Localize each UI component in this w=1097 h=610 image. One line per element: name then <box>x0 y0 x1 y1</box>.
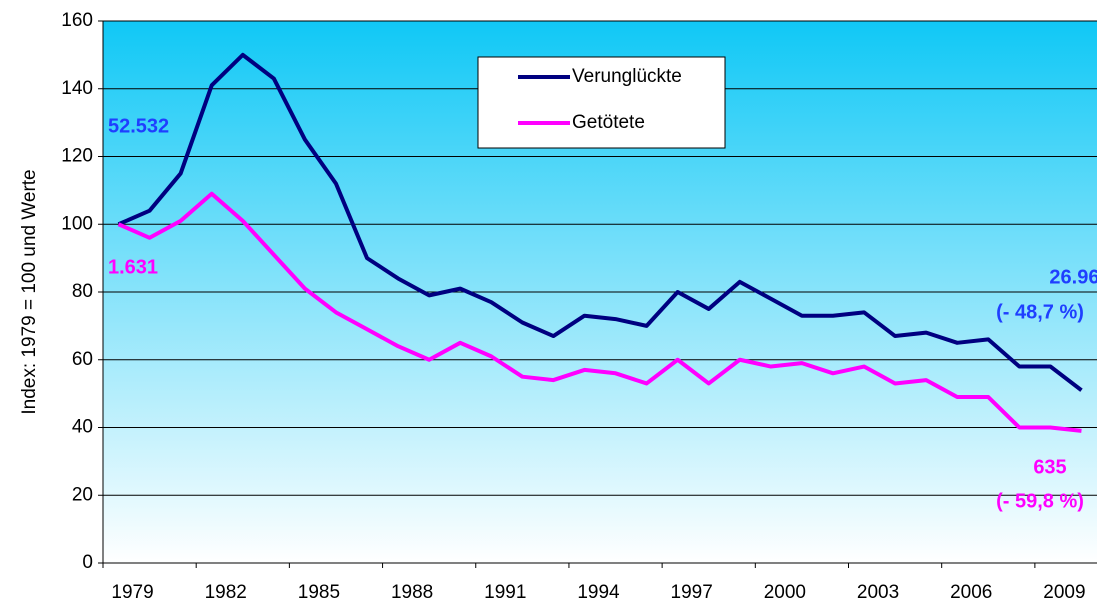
series-line <box>117 191 1082 433</box>
x-tick-label: 2006 <box>950 582 992 603</box>
x-tick-label: 2000 <box>764 582 806 603</box>
x-tick-label: 1997 <box>671 582 713 603</box>
x-tick-label: 1994 <box>577 582 620 603</box>
x-tick-label: 1979 <box>111 582 153 603</box>
y-tick-label: 80 <box>72 281 93 302</box>
annotation: 635 <box>1033 456 1066 478</box>
annotation: (- 48,7 %) <box>996 301 1084 323</box>
y-tick-label: 0 <box>82 552 93 573</box>
y-tick-label: 160 <box>61 10 93 31</box>
annotation: (- 59,8 %) <box>996 490 1084 512</box>
x-tick-label: 1982 <box>205 582 247 603</box>
legend-label: Verunglückte <box>572 66 682 87</box>
y-tick-label: 120 <box>61 146 93 167</box>
x-tick-label: 1988 <box>391 582 433 603</box>
y-tick-label: 100 <box>61 213 93 234</box>
y-tick-label: 20 <box>72 484 93 505</box>
x-tick-label: 2003 <box>857 582 899 603</box>
y-axis-label: Index: 1979 = 100 und Werte <box>19 169 40 414</box>
annotation: 1.631 <box>108 256 158 278</box>
y-tick-label: 40 <box>72 417 93 438</box>
legend-box <box>477 56 726 149</box>
x-tick-label: 2009 <box>1043 582 1085 603</box>
annotation: 52.532 <box>108 115 169 137</box>
series-line <box>117 52 1083 392</box>
legend-label: Getötete <box>572 112 645 133</box>
y-tick-label: 140 <box>61 78 93 99</box>
y-tick-label: 60 <box>72 349 93 370</box>
x-tick-label: 1991 <box>484 582 526 603</box>
annotation: 26.969 <box>1049 266 1097 288</box>
x-tick-label: 1985 <box>298 582 340 603</box>
